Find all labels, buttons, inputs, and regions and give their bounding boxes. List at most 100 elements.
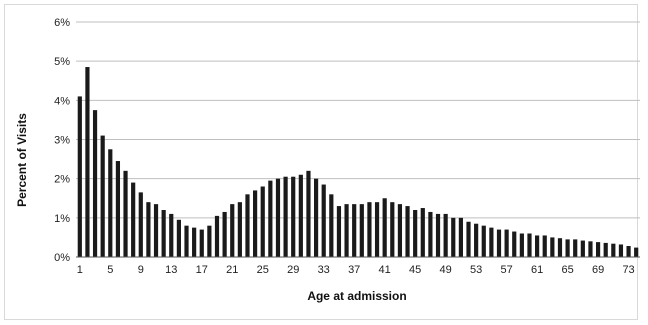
- bar: [359, 204, 364, 258]
- bar: [557, 238, 563, 257]
- bar: [512, 231, 517, 257]
- x-tick-label: 5: [107, 264, 113, 276]
- x-tick-label: 53: [470, 264, 482, 276]
- bar: [374, 202, 380, 257]
- bar: [390, 202, 395, 257]
- bar: [504, 229, 509, 257]
- bar: [115, 161, 121, 257]
- bar: [458, 217, 463, 257]
- bar: [367, 202, 372, 257]
- x-tick-label: 45: [409, 264, 421, 276]
- bar: [291, 176, 296, 257]
- y-axis-ticks: 0% 1% 2% 3% 4% 5% 6%: [54, 17, 70, 264]
- bar: [298, 174, 303, 257]
- bar: [176, 219, 181, 257]
- bar: [626, 246, 631, 257]
- bar: [260, 186, 265, 257]
- bar: [550, 237, 555, 257]
- x-tick-label: 49: [440, 264, 452, 276]
- y-tick-label: 0%: [54, 252, 70, 264]
- x-tick-label: 33: [318, 264, 330, 276]
- bar: [580, 240, 585, 257]
- x-tick-label: 13: [165, 264, 177, 276]
- bar: [306, 170, 311, 257]
- bar: [481, 225, 486, 257]
- bar: [108, 149, 113, 257]
- bar: [618, 244, 624, 257]
- bar: [489, 227, 494, 258]
- bar: [451, 217, 456, 257]
- bar: [405, 206, 410, 257]
- bar: [161, 210, 166, 257]
- bar: [603, 242, 608, 257]
- bar: [352, 204, 357, 258]
- x-tick-label: 73: [622, 264, 634, 276]
- bar: [466, 221, 471, 257]
- bar: [474, 223, 479, 257]
- bar: [413, 210, 418, 257]
- bar: [344, 204, 349, 258]
- bar: [199, 229, 204, 257]
- bar: [214, 215, 220, 258]
- bar: [397, 204, 403, 258]
- x-axis-title: Age at admission: [307, 289, 406, 303]
- bar: [336, 206, 342, 257]
- bar: [573, 239, 578, 258]
- bar: [527, 233, 532, 257]
- bar: [230, 204, 235, 258]
- x-tick-label: 65: [561, 264, 573, 276]
- x-tick-label: 17: [196, 264, 208, 276]
- bar: [275, 178, 281, 257]
- bar: [146, 202, 151, 257]
- bar: [92, 110, 98, 258]
- bar: [321, 184, 326, 257]
- gridlines: [76, 21, 640, 219]
- y-tick-label: 6%: [54, 17, 70, 29]
- bar: [77, 96, 82, 257]
- bar: [329, 194, 334, 257]
- x-tick-label: 57: [500, 264, 512, 276]
- bar: [535, 235, 540, 257]
- bar: [207, 225, 212, 257]
- y-tick-label: 1%: [54, 213, 70, 225]
- bar: [588, 241, 593, 257]
- bar: [382, 198, 387, 257]
- bar: [313, 178, 319, 257]
- bar: [565, 239, 570, 258]
- bar: [283, 176, 288, 257]
- bar: [85, 67, 90, 257]
- x-tick-label: 21: [226, 264, 238, 276]
- x-tick-label: 1: [77, 264, 83, 276]
- y-tick-label: 3%: [54, 135, 70, 147]
- x-tick-label: 9: [138, 264, 144, 276]
- x-axis-ticks: 1 5 9 13 17 21 25 29 33 37 41 45 49 53 57 61 65 69 73: [77, 264, 635, 276]
- bar: [496, 229, 502, 257]
- y-tick-label: 5%: [54, 56, 70, 68]
- bar: [519, 233, 524, 257]
- x-tick-label: 41: [379, 264, 391, 276]
- bar: [153, 204, 159, 258]
- bar: [237, 202, 242, 257]
- bar: [192, 227, 197, 258]
- bar: [268, 180, 273, 258]
- bar: [169, 213, 174, 257]
- bar: [253, 190, 258, 257]
- bar: [542, 235, 547, 257]
- bar: [611, 243, 616, 257]
- y-tick-label: 4%: [54, 95, 70, 107]
- x-tick-label: 25: [257, 264, 269, 276]
- bar: [595, 242, 601, 257]
- y-axis-title: Percent of Visits: [15, 113, 29, 207]
- x-tick-label: 61: [531, 264, 543, 276]
- x-tick-label: 29: [287, 264, 299, 276]
- bar: [420, 208, 425, 257]
- bar: [184, 225, 189, 257]
- bar: [100, 135, 105, 257]
- bar: [443, 213, 448, 257]
- bar: [222, 211, 227, 257]
- bar: [138, 192, 143, 258]
- bar: [123, 170, 128, 257]
- bar: [131, 182, 136, 257]
- x-tick-label: 69: [592, 264, 604, 276]
